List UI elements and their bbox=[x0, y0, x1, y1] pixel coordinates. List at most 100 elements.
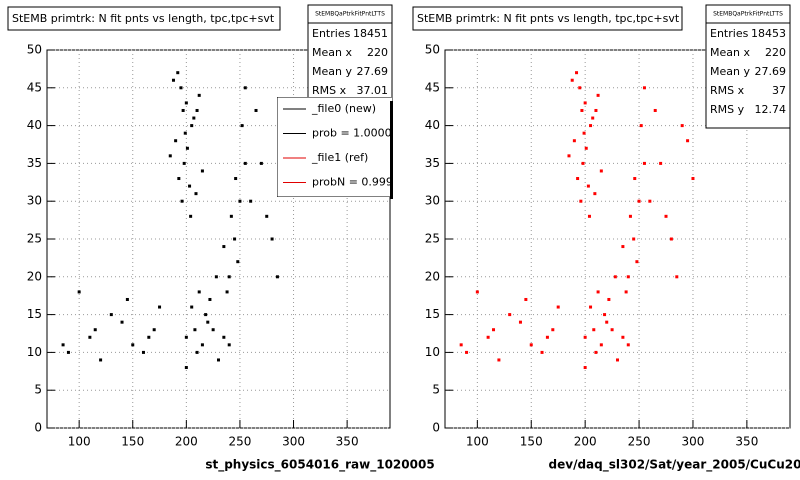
point bbox=[659, 161, 663, 165]
legend-label: probN = 0.99996 bbox=[312, 176, 407, 189]
point bbox=[179, 86, 183, 90]
stats-value: 27.69 bbox=[357, 65, 389, 78]
point bbox=[572, 139, 576, 143]
point bbox=[583, 366, 587, 370]
stats-value: 220 bbox=[765, 46, 786, 59]
point bbox=[691, 177, 695, 181]
point bbox=[171, 78, 175, 82]
point bbox=[596, 93, 600, 97]
legend-box bbox=[277, 97, 392, 197]
point bbox=[589, 124, 593, 128]
point bbox=[686, 139, 690, 143]
point bbox=[581, 161, 585, 165]
point bbox=[540, 350, 544, 354]
point bbox=[626, 275, 630, 279]
point bbox=[648, 199, 652, 203]
point bbox=[465, 350, 469, 354]
point bbox=[197, 290, 201, 294]
point bbox=[168, 154, 172, 158]
point bbox=[206, 320, 210, 324]
point bbox=[642, 86, 646, 90]
y-tick-label: 25 bbox=[27, 232, 42, 246]
point bbox=[551, 328, 555, 332]
point bbox=[653, 108, 657, 112]
point bbox=[184, 101, 188, 105]
y-tick-label: 50 bbox=[425, 43, 440, 57]
x-tick-label: 350 bbox=[735, 435, 758, 449]
point bbox=[125, 297, 129, 301]
point bbox=[621, 245, 625, 249]
point bbox=[184, 335, 188, 339]
point bbox=[183, 131, 187, 135]
stats-label: Entries bbox=[710, 27, 749, 40]
stats-value: 12.74 bbox=[755, 103, 787, 116]
y-tick-label: 35 bbox=[425, 156, 440, 170]
point bbox=[177, 177, 181, 181]
point bbox=[642, 161, 646, 165]
x-tick-label: 100 bbox=[466, 435, 489, 449]
point bbox=[497, 358, 501, 362]
stats-label: Mean x bbox=[312, 46, 352, 59]
point bbox=[93, 328, 97, 332]
point bbox=[582, 131, 586, 135]
point bbox=[184, 366, 188, 370]
chart-title: StEMB primtrk: N fit pnts vs length, tpc… bbox=[417, 12, 680, 25]
legend-label: _file1 (ref) bbox=[311, 151, 368, 164]
point bbox=[459, 343, 463, 347]
point bbox=[591, 116, 595, 120]
point bbox=[238, 199, 242, 203]
stats-label: Mean x bbox=[710, 46, 750, 59]
point bbox=[188, 184, 192, 188]
point bbox=[181, 108, 185, 112]
chart-title: StEMB primtrk: N fit pnts vs length, tpc… bbox=[12, 12, 275, 25]
point bbox=[570, 78, 574, 82]
x-tick-label: 300 bbox=[282, 435, 305, 449]
point bbox=[605, 320, 609, 324]
point bbox=[120, 320, 124, 324]
point bbox=[222, 245, 226, 249]
point bbox=[174, 139, 178, 143]
point bbox=[594, 350, 598, 354]
title-box bbox=[7, 6, 281, 31]
point bbox=[214, 275, 218, 279]
stats-value: 18453 bbox=[751, 27, 786, 40]
y-tick-label: 5 bbox=[34, 383, 42, 397]
point bbox=[596, 290, 600, 294]
stats-value: 18451 bbox=[353, 27, 388, 40]
point bbox=[610, 328, 614, 332]
point bbox=[109, 313, 113, 317]
point bbox=[592, 328, 596, 332]
point bbox=[556, 305, 560, 309]
point bbox=[675, 275, 679, 279]
point bbox=[607, 297, 611, 301]
stats-label: Entries bbox=[312, 27, 351, 40]
point bbox=[66, 350, 70, 354]
point bbox=[158, 305, 162, 309]
stats-label: RMS x bbox=[710, 84, 745, 97]
y-tick-label: 20 bbox=[425, 269, 440, 283]
point bbox=[639, 124, 643, 128]
point bbox=[578, 86, 582, 90]
point bbox=[475, 290, 479, 294]
point bbox=[208, 297, 212, 301]
point bbox=[583, 335, 587, 339]
point bbox=[545, 335, 549, 339]
point bbox=[200, 169, 204, 173]
point bbox=[669, 237, 673, 241]
point bbox=[579, 199, 583, 203]
x-axis-label: st_physics_6054016_raw_1020005 bbox=[205, 458, 434, 473]
point bbox=[613, 275, 617, 279]
point bbox=[225, 290, 229, 294]
point bbox=[190, 305, 194, 309]
point bbox=[616, 358, 619, 362]
point bbox=[599, 343, 603, 347]
point bbox=[584, 146, 588, 150]
point bbox=[195, 108, 199, 112]
point bbox=[217, 358, 220, 362]
y-tick-label: 15 bbox=[27, 307, 42, 321]
point bbox=[529, 343, 533, 347]
stats-label: RMS y bbox=[710, 103, 745, 116]
legend-label: prob = 1.000000 bbox=[312, 127, 406, 140]
point bbox=[265, 214, 269, 218]
stats-value: 27.69 bbox=[755, 65, 787, 78]
